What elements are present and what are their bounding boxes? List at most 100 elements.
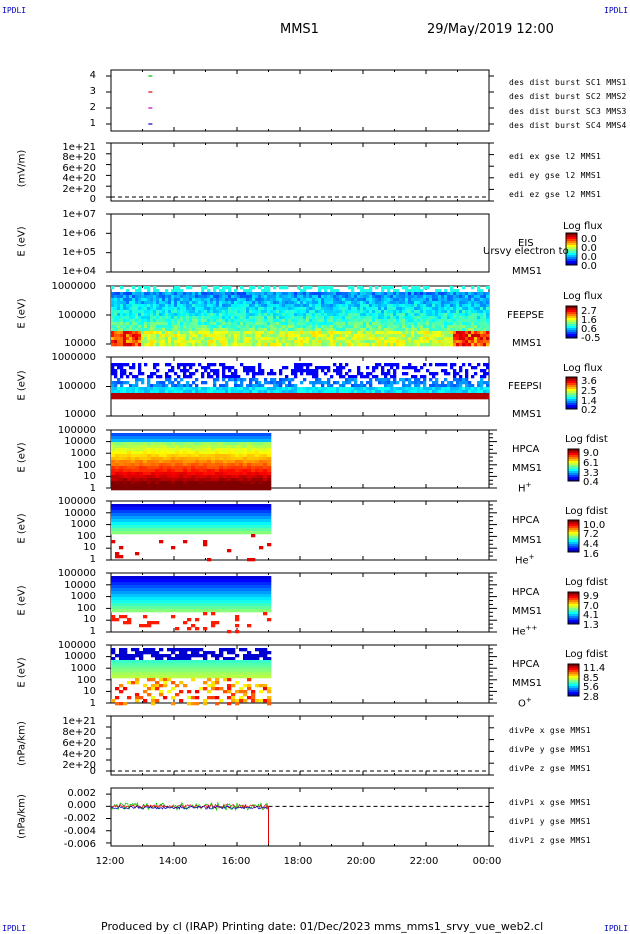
feepse-cell	[282, 319, 286, 323]
feepsi-cell	[264, 381, 268, 385]
feepse-cell	[384, 343, 388, 347]
feepse-cell	[228, 343, 232, 347]
feepsi-cell	[453, 396, 457, 400]
hpca-cell	[179, 522, 184, 526]
hpca-cell	[259, 442, 264, 446]
feepse-cell	[285, 304, 289, 308]
hpca-cell	[183, 457, 188, 461]
feepsi-cell	[288, 396, 292, 400]
feepsi-cell	[378, 381, 382, 385]
hpca-cell	[251, 522, 256, 526]
feepsi-cell	[192, 387, 196, 391]
hpca-cell	[175, 513, 180, 517]
feepsi-cell	[156, 369, 160, 373]
hpca-cell	[179, 466, 184, 470]
feepsi-cell	[123, 390, 127, 394]
feepse-cell	[120, 286, 124, 290]
feepsi-cell	[423, 387, 427, 391]
feepse-cell	[273, 343, 277, 347]
feepse-cell	[381, 313, 385, 317]
hpca-cell	[187, 504, 192, 508]
feepsi-cell	[333, 369, 337, 373]
feepse-cell	[207, 334, 211, 338]
feepsi-cell	[375, 375, 379, 379]
feepsi-cell	[309, 369, 313, 373]
feepsi-cell	[351, 396, 355, 400]
feepse-cell	[453, 322, 457, 326]
hpca-cell	[159, 439, 164, 443]
feepse-cell	[312, 340, 316, 344]
feepsi-cell	[204, 393, 208, 397]
feepsi-cell	[189, 387, 193, 391]
hpca-cell	[127, 481, 132, 485]
feepsi-cell	[441, 363, 445, 367]
feepse-cell	[270, 316, 274, 320]
feepsi-cell	[267, 396, 271, 400]
feepsi-cell	[285, 393, 289, 397]
feepse-cell	[429, 310, 433, 314]
feepse-cell	[213, 298, 217, 302]
hpca-cell	[147, 436, 152, 440]
feepse-cell	[129, 325, 133, 329]
feepsi-cell	[222, 372, 226, 376]
feepse-cell	[393, 343, 397, 347]
feepse-cell	[249, 340, 253, 344]
feepse-cell	[351, 295, 355, 299]
feepsi-cell	[309, 390, 313, 394]
feepse-cell	[357, 322, 361, 326]
feepse-cell	[402, 295, 406, 299]
feepse-cell	[198, 301, 202, 305]
feepse-cell	[267, 307, 271, 311]
feepsi-cell	[243, 396, 247, 400]
feepsi-cell	[147, 387, 151, 391]
feepse-cell	[174, 325, 178, 329]
feepse-cell	[147, 337, 151, 341]
feepsi-cell	[249, 387, 253, 391]
hpca-cell	[263, 504, 268, 508]
feepsi-cell	[366, 393, 370, 397]
feepse-cell	[327, 325, 331, 329]
feepse-cell	[129, 316, 133, 320]
feepse-cell	[144, 322, 148, 326]
hpca-cell	[111, 433, 116, 437]
feepse-cell	[135, 322, 139, 326]
feepse-cell	[414, 301, 418, 305]
feepsi-cell	[345, 396, 349, 400]
feepse-cell	[318, 292, 322, 296]
hpca-cell	[263, 475, 268, 479]
feepse-cell	[204, 337, 208, 341]
hpca-cell	[211, 513, 216, 517]
feepsi-cell	[318, 381, 322, 385]
hpca-cell	[207, 525, 212, 529]
feepse-cell	[321, 292, 325, 296]
hpca-cell	[163, 448, 168, 452]
feepsi-cell	[252, 369, 256, 373]
feepse-cell	[111, 316, 115, 320]
feepsi-cell	[441, 387, 445, 391]
hpca-cell	[215, 504, 220, 508]
feepse-cell	[474, 340, 478, 344]
feepsi-cell	[159, 393, 163, 397]
feepse-cell	[348, 340, 352, 344]
feepse-cell	[141, 322, 145, 326]
hpca-cell	[139, 433, 144, 437]
feepse-cell	[243, 319, 247, 323]
hpca-cell	[255, 442, 260, 446]
hpca-cell	[147, 439, 152, 443]
hpca-cell	[227, 513, 232, 517]
feepsi-cell	[138, 378, 142, 382]
feepse-cell	[321, 340, 325, 344]
feepsi-cell	[396, 390, 400, 394]
feepse-cell	[348, 337, 352, 341]
feepsi-cell	[132, 396, 136, 400]
feepse-cell	[396, 295, 400, 299]
feepse-cell	[312, 307, 316, 311]
feepse-cell	[438, 322, 442, 326]
hpca-cell	[211, 522, 216, 526]
hpca-cell	[131, 466, 136, 470]
hpca-cell	[215, 525, 220, 529]
hpca-cell	[263, 516, 268, 520]
hpca-cell	[187, 454, 192, 458]
feepse-cell	[213, 292, 217, 296]
feepsi-cell	[432, 393, 436, 397]
